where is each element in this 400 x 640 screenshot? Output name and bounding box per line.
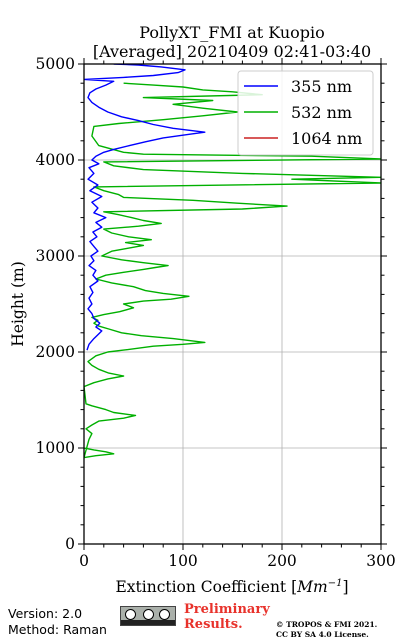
- version-text: Version: 2.0: [8, 606, 83, 621]
- preliminary-line1: Preliminary: [184, 602, 270, 617]
- series-line-355-nm: [84, 64, 206, 351]
- legend-label-532: 532 nm: [291, 103, 352, 122]
- x-tick-label: 100: [168, 552, 198, 570]
- legend-label-1064: 1064 nm: [291, 129, 362, 148]
- x-tick-label: 300: [366, 552, 396, 570]
- copyright-line1: © TROPOS & FMI 2021.: [276, 620, 378, 629]
- legend-label-355: 355 nm: [291, 77, 352, 96]
- plot-frame: [83, 63, 382, 545]
- y-tick-label: 1000: [36, 439, 75, 457]
- y-tick-label: 0: [65, 535, 75, 553]
- by-icon: [143, 609, 154, 620]
- y-tick-label: 2000: [36, 343, 75, 361]
- y-tick-label: 3000: [36, 247, 75, 265]
- x-axis-label: Extinction Coefficient [Mm−1]: [115, 578, 348, 596]
- cc-license-logo: [120, 606, 176, 626]
- x-tick-label: 200: [267, 552, 297, 570]
- copyright-line2: CC BY SA 4.0 License.: [276, 630, 369, 639]
- preliminary-line2: Results.: [184, 617, 243, 632]
- preliminary-notice: Preliminary Results.: [184, 602, 270, 632]
- x-tick-label: 0: [79, 552, 89, 570]
- y-axis-label: Height (m): [9, 261, 27, 347]
- y-tick-label: 4000: [36, 151, 75, 169]
- sa-icon: [159, 609, 170, 620]
- chart-title-line2: [Averaged] 20210409 02:41-03:40: [93, 42, 371, 61]
- series-layer: [84, 64, 381, 459]
- legend: 355 nm 532 nm 1064 nm: [237, 70, 374, 156]
- cc-icon: [125, 609, 136, 620]
- legend-box: [237, 70, 374, 156]
- chart-title-line1: PollyXT_FMI at Kuopio: [139, 23, 325, 42]
- series-line-532-nm: [84, 82, 381, 459]
- method-text: Method: Raman: [8, 622, 107, 637]
- extinction-profile-chart: PollyXT_FMI at Kuopio [Averaged] 2021040…: [9, 23, 396, 596]
- y-tick-label: 5000: [36, 55, 75, 73]
